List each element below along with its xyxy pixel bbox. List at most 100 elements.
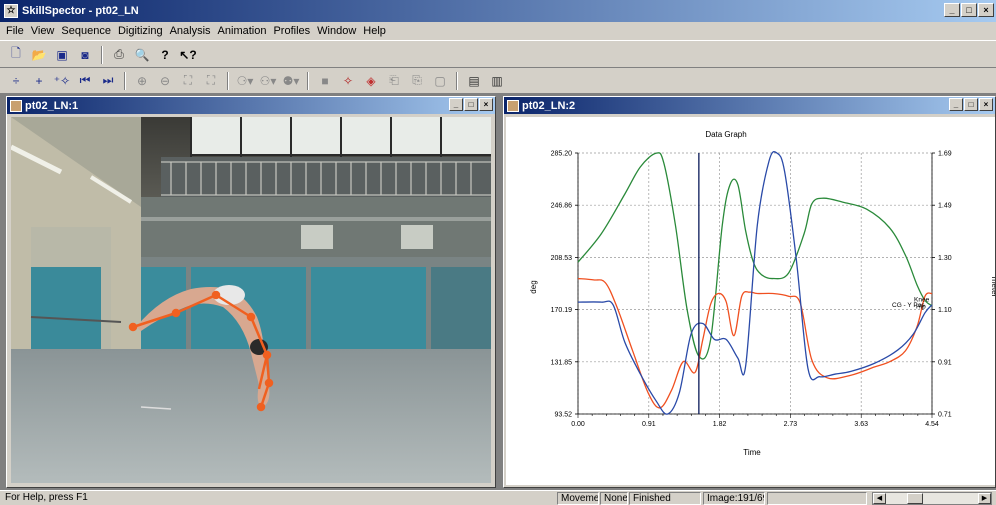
graph-maximize-button[interactable]: □: [964, 98, 978, 111]
fit-icon[interactable]: ⛶: [183, 73, 193, 87]
graph-window[interactable]: pt02_LN:2 _ □ × Data Graph deg meter Tim…: [503, 96, 996, 488]
app-title: SkillSpector - pt02_LN: [22, 5, 139, 17]
context-help-icon[interactable]: ↖?: [179, 47, 197, 62]
mdi-workspace: pt02_LN:1 _ □ ×: [0, 94, 996, 490]
stop-icon[interactable]: ■: [321, 73, 329, 88]
x-tick-label: 0.91: [642, 421, 656, 428]
y-tick-label: 246.86: [551, 203, 573, 210]
new-icon[interactable]: 🗋: [11, 46, 21, 60]
status-mode: Movement: [557, 492, 599, 505]
graph-close-button[interactable]: ×: [979, 98, 993, 111]
scroll-left-icon[interactable]: ◀: [873, 493, 886, 504]
zoom-out-icon[interactable]: ⊖: [159, 73, 171, 88]
y-tick-label: 285.20: [551, 151, 573, 158]
y-tick-label: 131.85: [551, 359, 573, 366]
y2-tick-label: 1.10: [938, 307, 952, 314]
y2-tick-label: 1.69: [938, 151, 952, 158]
y2-tick-label: 1.49: [938, 203, 952, 210]
close-button[interactable]: ×: [978, 3, 994, 17]
chart-title: Data Graph: [705, 130, 746, 139]
marker-icon[interactable]: ⚉▾: [282, 73, 300, 88]
menu-digitizing[interactable]: Digitizing: [117, 25, 163, 37]
menu-window[interactable]: Window: [317, 25, 357, 37]
video-frame[interactable]: [11, 117, 491, 483]
export-icon[interactable]: ⎗: [389, 73, 399, 87]
zoom-in-icon[interactable]: ⊕: [136, 73, 148, 88]
model-icon[interactable]: ⚆▾: [236, 73, 254, 88]
report-icon[interactable]: ▥: [491, 73, 503, 88]
x-tick-label: 4.54: [925, 421, 939, 428]
first-frame-icon[interactable]: ⏮: [79, 73, 91, 87]
gym-scene-image: [11, 117, 491, 483]
menu-analysis[interactable]: Analysis: [169, 25, 211, 37]
print-preview-icon[interactable]: 🔍: [134, 47, 150, 62]
video-maximize-button[interactable]: □: [464, 98, 478, 111]
auto-digitize-icon[interactable]: ⁺✧: [53, 73, 71, 88]
status-bar: For Help, press F1 Movement None Finishe…: [0, 490, 996, 505]
video-minimize-button[interactable]: _: [449, 98, 463, 111]
frame-scrollbar[interactable]: ◀ ▶: [872, 492, 992, 505]
graph-window-titlebar[interactable]: pt02_LN:2 _ □ ×: [504, 97, 995, 114]
video-window-titlebar[interactable]: pt02_LN:1 _ □ ×: [7, 97, 495, 114]
save-all-icon[interactable]: ◙: [81, 47, 89, 62]
x-tick-label: 0.00: [571, 421, 585, 428]
y2-tick-label: 0.71: [938, 412, 952, 419]
chart-ylabel: deg: [529, 280, 538, 293]
menu-sequence[interactable]: Sequence: [61, 25, 111, 37]
title-bar: ☆ SkillSpector - pt02_LN _ □ ×: [0, 0, 996, 22]
menu-animation[interactable]: Animation: [217, 25, 267, 37]
menu-view[interactable]: View: [30, 25, 55, 37]
digitizing-toolbar: ÷ + ⁺✧ ⏮ ⏭ ⊕ ⊖ ⛶ ⛶ ⚆▾ ⚇▾ ⚉▾ ■ ✧ ◈ ⎗ ⎘ ▢ …: [0, 68, 996, 94]
video-window[interactable]: pt02_LN:1 _ □ ×: [6, 96, 496, 488]
data-graph-chart: Data Graph deg meter Time 0.00 93.52 0.71 0…: [529, 130, 995, 457]
scroll-thumb[interactable]: [907, 493, 923, 504]
fit-all-icon[interactable]: ⛶: [206, 73, 216, 87]
toolbar-separator: [456, 71, 458, 90]
segment-icon[interactable]: ⚇▾: [259, 73, 277, 88]
menu-file[interactable]: File: [6, 25, 24, 37]
menu-profiles[interactable]: Profiles: [273, 25, 311, 37]
figure-icon[interactable]: ✧: [342, 73, 354, 88]
print-icon[interactable]: ⎙: [114, 47, 124, 61]
status-selection: None: [600, 492, 628, 505]
maximize-button[interactable]: □: [961, 3, 977, 17]
status-state: Finished: [629, 492, 701, 505]
graph-window-icon: [507, 99, 519, 112]
skillspector-icon: ☆: [4, 4, 18, 18]
minimize-button[interactable]: _: [944, 3, 960, 17]
x-tick-label: 1.82: [713, 421, 727, 428]
skeleton-overlay: [128, 290, 274, 412]
scroll-right-icon[interactable]: ▶: [978, 493, 991, 504]
help-icon[interactable]: ?: [161, 47, 169, 62]
video-close-button[interactable]: ×: [479, 98, 493, 111]
series-label: Knee: [914, 296, 930, 303]
video-window-icon: [10, 99, 22, 112]
y2-tick-label: 0.91: [938, 359, 952, 366]
y-tick-label: 170.19: [551, 307, 573, 314]
status-empty-panel: [767, 492, 867, 505]
graph-minimize-button[interactable]: _: [949, 98, 963, 111]
video-window-title: pt02_LN:1: [25, 99, 79, 112]
split-icon[interactable]: ÷: [12, 73, 20, 88]
open-icon[interactable]: 📂: [31, 47, 47, 62]
y-tick-label: 208.53: [551, 255, 573, 262]
menu-help[interactable]: Help: [363, 25, 386, 37]
save-icon[interactable]: ▣: [56, 47, 68, 62]
standard-toolbar: 🗋 📂 ▣ ◙ ⎙ 🔍 ? ↖?: [0, 42, 996, 68]
cube-icon[interactable]: ◈: [366, 73, 376, 88]
series-label: CG - Y Pos: [892, 302, 925, 309]
series-line-knee: [577, 152, 933, 360]
series-label: Hip: [916, 303, 926, 310]
toolbar-separator: [101, 45, 103, 64]
add-point-icon[interactable]: +: [35, 73, 43, 88]
status-help-text: For Help, press F1: [5, 492, 88, 503]
x-tick-label: 2.73: [784, 421, 798, 428]
toolbar-separator: [307, 71, 309, 90]
data-graph-panel[interactable]: Data Graph deg meter Time 0.00 93.52 0.71 0…: [506, 117, 995, 485]
import-icon[interactable]: ⎘: [412, 73, 422, 87]
properties-icon[interactable]: ▤: [468, 73, 480, 88]
last-frame-icon[interactable]: ⏭: [102, 73, 114, 87]
blank-icon[interactable]: ▢: [434, 73, 446, 88]
status-image-counter: Image:191/693: [703, 492, 765, 505]
